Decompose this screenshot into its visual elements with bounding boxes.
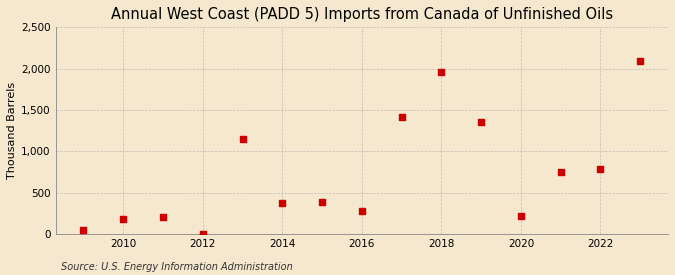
Point	[476, 119, 487, 124]
Point	[78, 228, 89, 232]
Point	[157, 215, 168, 220]
Point	[396, 114, 407, 119]
Point	[634, 59, 645, 63]
Point	[356, 209, 367, 213]
Point	[595, 166, 606, 171]
Point	[516, 214, 526, 218]
Point	[197, 231, 208, 236]
Point	[277, 201, 288, 205]
Point	[317, 199, 327, 204]
Point	[118, 217, 129, 222]
Point	[436, 70, 447, 74]
Point	[237, 137, 248, 141]
Title: Annual West Coast (PADD 5) Imports from Canada of Unfinished Oils: Annual West Coast (PADD 5) Imports from …	[111, 7, 613, 22]
Y-axis label: Thousand Barrels: Thousand Barrels	[7, 82, 17, 179]
Text: Source: U.S. Energy Information Administration: Source: U.S. Energy Information Administ…	[61, 262, 292, 272]
Point	[556, 170, 566, 174]
